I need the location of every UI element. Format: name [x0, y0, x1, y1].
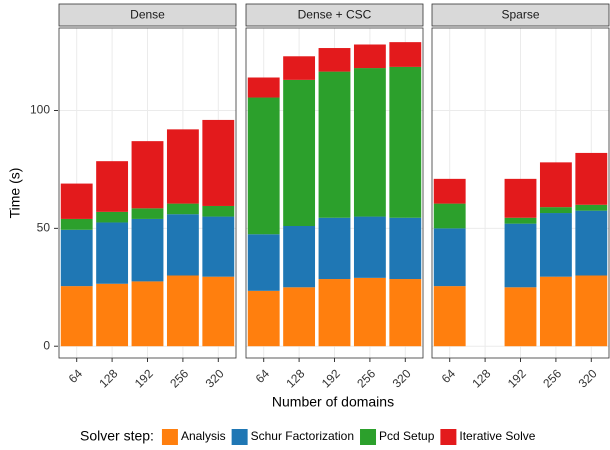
bar-segment [504, 178, 537, 218]
bar-segment [575, 204, 608, 211]
bar-segment [318, 217, 351, 280]
strip-title: Dense + CSC [298, 8, 372, 22]
panel-border [245, 27, 424, 359]
bar-segment [539, 276, 572, 347]
legend-title: Solver step: [80, 428, 154, 444]
bar-segment [433, 203, 466, 229]
x-tick-label: 192 [319, 366, 343, 390]
bar-segment [166, 129, 199, 204]
x-tick-label: 192 [505, 366, 529, 390]
bar-segment [433, 286, 466, 347]
bar-segment [60, 286, 93, 347]
legend-swatch [231, 429, 248, 445]
x-tick-label: 192 [132, 366, 156, 390]
legend-label: Analysis [181, 429, 226, 443]
strip-background [431, 3, 610, 27]
strip-title: Sparse [501, 8, 539, 22]
x-tick-label: 128 [283, 366, 307, 390]
bar-segment [318, 48, 351, 72]
bar-segment [247, 97, 280, 235]
bar-segment [202, 216, 235, 277]
bar-segment [353, 44, 386, 69]
y-tick-label: 0 [43, 338, 50, 352]
bar-segment [131, 141, 164, 209]
panel-border [58, 27, 237, 359]
bar-segment [247, 234, 280, 291]
bar-segment [318, 279, 351, 347]
bar-segment [283, 226, 316, 288]
strip-title: Dense [130, 8, 165, 22]
legend-swatch [440, 429, 457, 445]
bar-segment [539, 213, 572, 277]
bar-segment [504, 223, 537, 288]
bar-segment [353, 68, 386, 217]
bar-segment [353, 277, 386, 347]
y-axis-title: Time (s) [7, 168, 23, 219]
x-tick-label: 256 [354, 366, 378, 390]
bar-segment [433, 228, 466, 287]
bar-segment [166, 214, 199, 276]
bar-segment [353, 216, 386, 278]
x-tick-label: 256 [540, 366, 564, 390]
bar-segment [283, 79, 316, 226]
x-tick-label: 64 [439, 366, 459, 386]
bar-segment [202, 119, 235, 206]
x-axis-title: Number of domains [272, 394, 394, 410]
x-tick-label: 320 [203, 366, 227, 390]
bar-segment [389, 217, 422, 280]
bar-segment [166, 203, 199, 215]
x-tick-label: 320 [576, 366, 600, 390]
bar-segment [283, 287, 316, 347]
bar-segment [60, 183, 93, 219]
legend-swatch [360, 429, 377, 445]
legend-label: Pcd Setup [379, 429, 435, 443]
bar-segment [247, 290, 280, 347]
bar-segment [131, 208, 164, 219]
bar-segment [389, 66, 422, 218]
bar-segment [504, 287, 537, 347]
bar-segment [247, 77, 280, 98]
bar-segment [60, 229, 93, 287]
strip-background [245, 3, 424, 27]
bar-segment [283, 56, 316, 80]
bar-segment [96, 161, 129, 212]
bar-segment [166, 275, 199, 347]
y-tick-label: 50 [37, 221, 51, 235]
bar-segment [60, 218, 93, 230]
y-tick-label: 100 [30, 103, 50, 117]
x-tick-label: 64 [253, 366, 273, 386]
bar-segment [131, 218, 164, 282]
bar-segment [539, 207, 572, 214]
bar-segment [96, 211, 129, 223]
x-tick-label: 256 [167, 366, 191, 390]
bar-segment [202, 205, 235, 217]
bar-segment [575, 152, 608, 205]
bar-segment [389, 279, 422, 347]
strip-background [58, 3, 237, 27]
bar-segment [433, 178, 466, 204]
x-tick-label: 128 [96, 366, 120, 390]
legend-label: Iterative Solve [459, 429, 535, 443]
bar-segment [318, 71, 351, 218]
bar-segment [539, 162, 572, 208]
panel-border [431, 27, 610, 359]
bar-segment [389, 42, 422, 67]
bar-segment [131, 281, 164, 347]
legend-swatch [161, 429, 178, 445]
bar-segment [96, 222, 129, 284]
bar-segment [575, 210, 608, 276]
bar-segment [575, 275, 608, 347]
x-tick-label: 64 [66, 366, 86, 386]
x-tick-label: 128 [469, 366, 493, 390]
bar-segment [504, 217, 537, 224]
bar-segment [96, 283, 129, 347]
x-tick-label: 320 [390, 366, 414, 390]
bar-segment [202, 276, 235, 347]
legend-label: Schur Factorization [251, 429, 354, 443]
